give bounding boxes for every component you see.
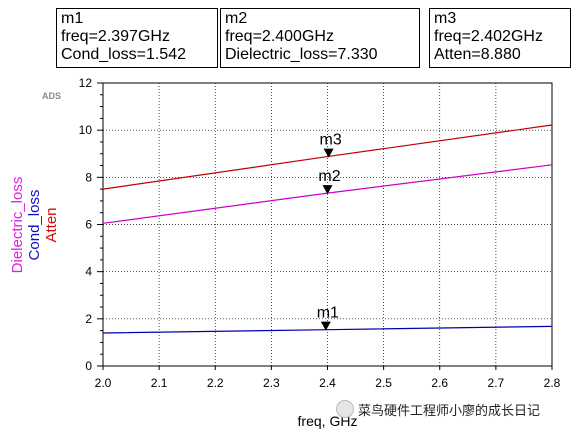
x-tick-label: 2.5	[375, 376, 392, 390]
x-tick-label: 2.0	[95, 376, 112, 390]
marker-readout-value: Cond_loss=1.542	[61, 46, 186, 63]
marker-triangle-m3	[323, 148, 334, 158]
x-tick-label: 2.2	[207, 376, 224, 390]
marker-readout-m1: m1 freq=2.397GHz Cond_loss=1.542	[56, 8, 218, 68]
x-tick-label: 2.4	[319, 376, 336, 390]
series-line-atten	[102, 124, 553, 190]
marker-readout-value: Atten=8.880	[434, 46, 521, 63]
y-axis-label-dielectric-loss: Dielectric_loss	[9, 177, 26, 274]
ads-logo: ADS	[42, 91, 61, 101]
marker-readout-m3: m3 freq=2.402GHz Atten=8.880	[429, 8, 571, 68]
watermark: 菜鸟硬件工程师小廖的成长日记	[336, 398, 540, 420]
x-tick-label: 2.3	[263, 376, 280, 390]
marker-triangle-m1	[320, 321, 331, 331]
marker-label-m3: m3	[320, 132, 342, 149]
y-axis-label-atten: Atten	[43, 207, 60, 242]
marker-readout-freq: freq=2.402GHz	[434, 28, 543, 45]
marker-label-m1: m1	[317, 305, 339, 322]
y-tick-label: 10	[79, 123, 93, 137]
y-tick-label: 2	[85, 312, 92, 326]
marker-readout-label: m3	[434, 10, 457, 27]
marker-readout-freq: freq=2.397GHz	[61, 28, 170, 45]
x-tick-label: 2.8	[544, 376, 561, 390]
y-tick-label: 12	[79, 76, 93, 90]
y-tick-label: 4	[85, 265, 92, 279]
y-axis-label-cond-loss: Cond_loss	[26, 190, 43, 261]
marker-readout-value: Dielectric_loss=7.330	[225, 46, 378, 63]
y-tick-label: 6	[85, 218, 92, 232]
y-tick-label: 0	[85, 359, 92, 373]
wechat-logo-icon	[336, 400, 354, 418]
y-tick-label: 8	[85, 170, 92, 184]
marker-label-m2: m2	[318, 168, 340, 185]
x-tick-label: 2.7	[488, 376, 505, 390]
marker-triangle-m2	[322, 185, 333, 195]
marker-readout-m2: m2 freq=2.400GHz Dielectric_loss=7.330	[220, 8, 420, 68]
x-tick-label: 2.1	[151, 376, 168, 390]
watermark-text: 菜鸟硬件工程师小廖的成长日记	[358, 402, 541, 418]
marker-readout-freq: freq=2.400GHz	[225, 28, 334, 45]
marker-readout-label: m2	[225, 10, 248, 27]
x-tick-label: 2.6	[431, 376, 448, 390]
series-line-cond-loss	[102, 325, 553, 334]
marker-readout-label: m1	[61, 10, 84, 27]
